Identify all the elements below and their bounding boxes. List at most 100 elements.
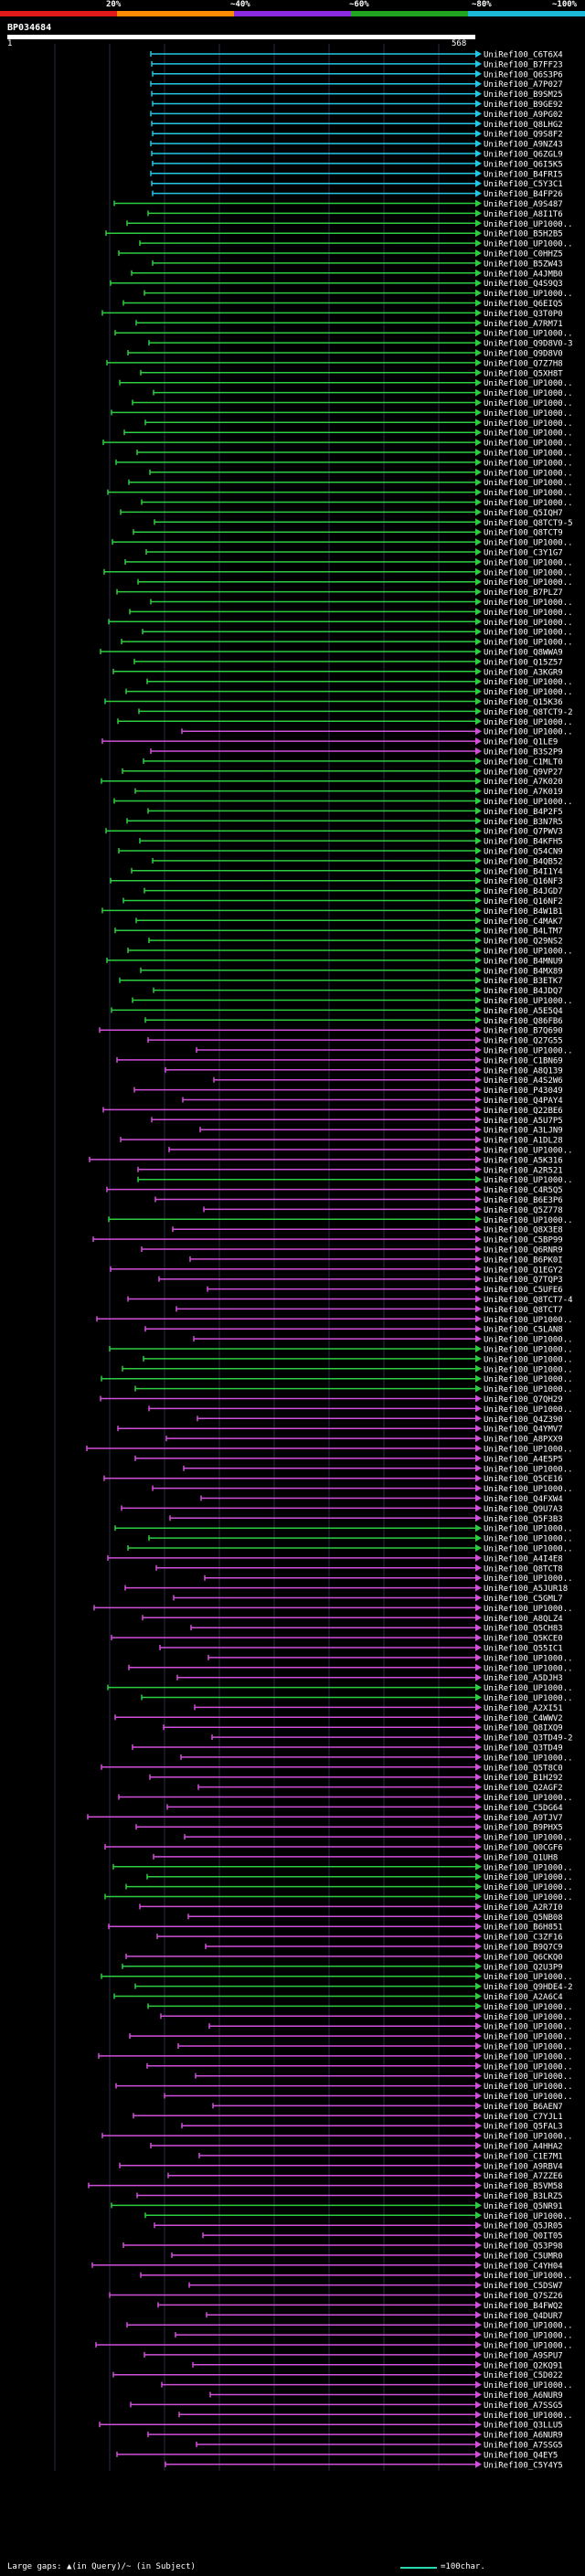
hit-row[interactable]: UniRef100_C5Y3C1	[151, 179, 563, 190]
hit-row[interactable]: UniRef100_UP1000..	[103, 567, 573, 578]
hit-row[interactable]: UniRef100_B4KFH5	[139, 837, 563, 847]
hit-row[interactable]: UniRef100_C7YJL1	[133, 2112, 563, 2122]
hit-row[interactable]: UniRef100_Q16NF2	[122, 896, 563, 907]
hit-row[interactable]: UniRef100_UP1000..	[139, 239, 573, 249]
hit-row[interactable]: UniRef100_Q0IT05	[202, 2231, 563, 2242]
hit-row[interactable]: UniRef100_Q1LE9	[101, 737, 558, 747]
hit-row[interactable]: UniRef100_UP1000..	[178, 2411, 573, 2421]
hit-row[interactable]: UniRef100_C0HHZ5	[118, 249, 563, 260]
hit-row[interactable]: UniRef100_Q15K36	[104, 697, 563, 708]
hit-row[interactable]: UniRef100_B4FRI5	[150, 169, 563, 180]
hit-row[interactable]: UniRef100_UP1000..	[180, 1753, 573, 1764]
hit-row[interactable]: UniRef100_B1H292	[149, 1773, 563, 1784]
hit-row[interactable]: UniRef100_UP1000..	[141, 1693, 573, 1704]
hit-row[interactable]: UniRef100_UP1000..	[114, 1524, 573, 1534]
hit-row[interactable]: UniRef100_C4YH04	[91, 2261, 563, 2272]
hit-row[interactable]: UniRef100_A9SPU7	[144, 2350, 563, 2361]
hit-row[interactable]: UniRef100_A2A6C4	[113, 1992, 563, 2003]
hit-row[interactable]: UniRef100_Q4EY5	[116, 2450, 558, 2461]
hit-row[interactable]: UniRef100_Q8TCT7	[176, 1305, 563, 1315]
hit-row[interactable]: UniRef100_B6H851	[108, 1923, 563, 1933]
hit-row[interactable]: UniRef100_C5UMR0	[171, 2251, 563, 2262]
hit-row[interactable]: UniRef100_A2R521	[137, 1165, 563, 1176]
hit-row[interactable]: UniRef100_UP1000..	[196, 1046, 573, 1056]
hit-row[interactable]: UniRef100_A6NUR9	[147, 2431, 563, 2441]
hit-row[interactable]: UniRef100_Q5JR05	[154, 2221, 563, 2231]
hit-row[interactable]: UniRef100_UP1000..	[146, 677, 573, 688]
hit-row[interactable]: UniRef100_Q8LHG2	[151, 120, 563, 130]
hit-row[interactable]: UniRef100_Q3T0P0	[101, 309, 563, 319]
hit-row[interactable]: UniRef100_Q54CN9	[118, 847, 563, 857]
hit-row[interactable]: UniRef100_A9PG02	[150, 110, 563, 120]
hit-row[interactable]: UniRef100_UP1000..	[113, 797, 573, 808]
hit-row[interactable]: UniRef100_UP1000..	[143, 1354, 573, 1365]
hit-row[interactable]: UniRef100_UP1000..	[128, 478, 573, 489]
hit-row[interactable]: UniRef100_Q22BE6	[102, 1106, 563, 1116]
hit-row[interactable]: UniRef100_UP1000..	[146, 1872, 573, 1883]
hit-row[interactable]: UniRef100_UP1000..	[137, 578, 573, 588]
hit-row[interactable]: UniRef100_Q4S9Q3	[110, 279, 563, 290]
hit-row[interactable]: UniRef100_UP1000..	[121, 638, 573, 648]
hit-row[interactable]: UniRef100_B6AEN7	[212, 2102, 563, 2112]
hit-row[interactable]: UniRef100_B3ETK7	[119, 976, 563, 987]
hit-row[interactable]: UniRef100_UP1000..	[164, 2092, 573, 2103]
hit-row[interactable]: UniRef100_Q86FB6	[144, 1016, 563, 1026]
hit-row[interactable]: UniRef100_Q3TD49	[132, 1744, 563, 1754]
hit-row[interactable]: UniRef100_UP1000..	[128, 1663, 573, 1674]
hit-row[interactable]: UniRef100_A4I4E8	[107, 1553, 563, 1564]
hit-row[interactable]: UniRef100_A3LJN9	[199, 1126, 563, 1136]
hit-row[interactable]: UniRef100_UP1000..	[123, 429, 573, 439]
hit-row[interactable]: UniRef100_UP1000..	[184, 1833, 573, 1843]
hit-row[interactable]: UniRef100_A2XI51	[194, 1703, 563, 1713]
hit-row[interactable]: UniRef100_UP1000..	[126, 2321, 573, 2331]
hit-row[interactable]: UniRef100_Q27G55	[147, 1036, 563, 1046]
hit-row[interactable]: UniRef100_A7K020	[101, 777, 563, 788]
hit-row[interactable]: UniRef100_UP1000..	[152, 1484, 573, 1495]
hit-row[interactable]: UniRef100_B5VM58	[88, 2181, 563, 2192]
hit-row[interactable]: UniRef100_B5H2B5	[105, 229, 563, 239]
hit-row[interactable]: UniRef100_Q5T8C0	[101, 1763, 563, 1774]
hit-row[interactable]: UniRef100_Q1EGY2	[110, 1265, 563, 1276]
hit-row[interactable]: UniRef100_UP1000..	[129, 2032, 573, 2042]
hit-row[interactable]: UniRef100_Q9D8V0	[127, 349, 563, 359]
hit-row[interactable]: UniRef100_Q7TQP3	[158, 1275, 563, 1286]
hit-row[interactable]: UniRef100_Q5KCE0	[111, 1634, 563, 1644]
hit-row[interactable]: UniRef100_Q8IXQ9	[163, 1723, 563, 1733]
hit-row[interactable]: UniRef100_UP1000..	[108, 618, 573, 628]
hit-row[interactable]: UniRef100_UP1000..	[101, 1374, 573, 1385]
hit-row[interactable]: UniRef100_C5GML7	[173, 1594, 563, 1605]
hit-row[interactable]: UniRef100_B7FF23	[151, 59, 563, 70]
hit-row[interactable]: UniRef100_C5Y4Y5	[165, 2460, 563, 2471]
hit-row[interactable]: UniRef100_UP1000..	[124, 557, 573, 568]
hit-row[interactable]: UniRef100_A7K019	[134, 787, 563, 798]
hit-row[interactable]: UniRef100_Q7PWV3	[105, 827, 563, 837]
hit-row[interactable]: UniRef100_C5DG64	[166, 1803, 563, 1813]
hit-row[interactable]: UniRef100_C3Y1G7	[145, 548, 563, 558]
hit-row[interactable]: UniRef100_P43049	[133, 1086, 563, 1097]
hit-row[interactable]: UniRef100_UP1000..	[208, 2022, 573, 2032]
hit-row[interactable]: UniRef100_UP1000..	[96, 1315, 573, 1325]
hit-row[interactable]: UniRef100_Q2AGF2	[197, 1783, 563, 1794]
hit-row[interactable]: UniRef100_Q9U7A3	[121, 1504, 563, 1514]
hit-row[interactable]: UniRef100_A5DJH3	[176, 1673, 563, 1684]
hit-row[interactable]: UniRef100_Q6CKQ0	[125, 1952, 563, 1963]
hit-row[interactable]: UniRef100_Q6S3P6	[152, 69, 563, 80]
hit-row[interactable]: UniRef100_Q5F3B3	[169, 1514, 563, 1524]
hit-row[interactable]: UniRef100_UP1000..	[148, 1534, 573, 1544]
hit-row[interactable]: UniRef100_C4MAK7	[135, 917, 563, 927]
hit-row[interactable]: UniRef100_UP1000..	[149, 468, 573, 479]
hit-row[interactable]: UniRef100_A4JMB0	[131, 269, 563, 280]
hit-row[interactable]: UniRef100_UP1000..	[146, 2062, 573, 2072]
hit-row[interactable]: UniRef100_B9GE92	[152, 100, 563, 111]
hit-row[interactable]: UniRef100_UP1000..	[101, 1972, 573, 1983]
hit-row[interactable]: UniRef100_Q15Z57	[133, 657, 563, 668]
hit-row[interactable]: UniRef100_UP1000..	[119, 378, 573, 389]
hit-row[interactable]: UniRef100_C3ZF16	[156, 1933, 563, 1943]
hit-row[interactable]: UniRef100_UP1000..	[95, 2341, 573, 2351]
hit-row[interactable]: UniRef100_UP1000..	[129, 608, 573, 618]
hit-row[interactable]: UniRef100_Q0CGF6	[104, 1843, 563, 1853]
hit-row[interactable]: UniRef100_A7SSG5	[130, 2401, 563, 2411]
hit-row[interactable]: UniRef100_A4E5P5	[134, 1454, 563, 1465]
hit-row[interactable]: UniRef100_Q7QH29	[100, 1394, 563, 1405]
hit-row[interactable]: UniRef100_Q5IQH7	[120, 508, 563, 518]
